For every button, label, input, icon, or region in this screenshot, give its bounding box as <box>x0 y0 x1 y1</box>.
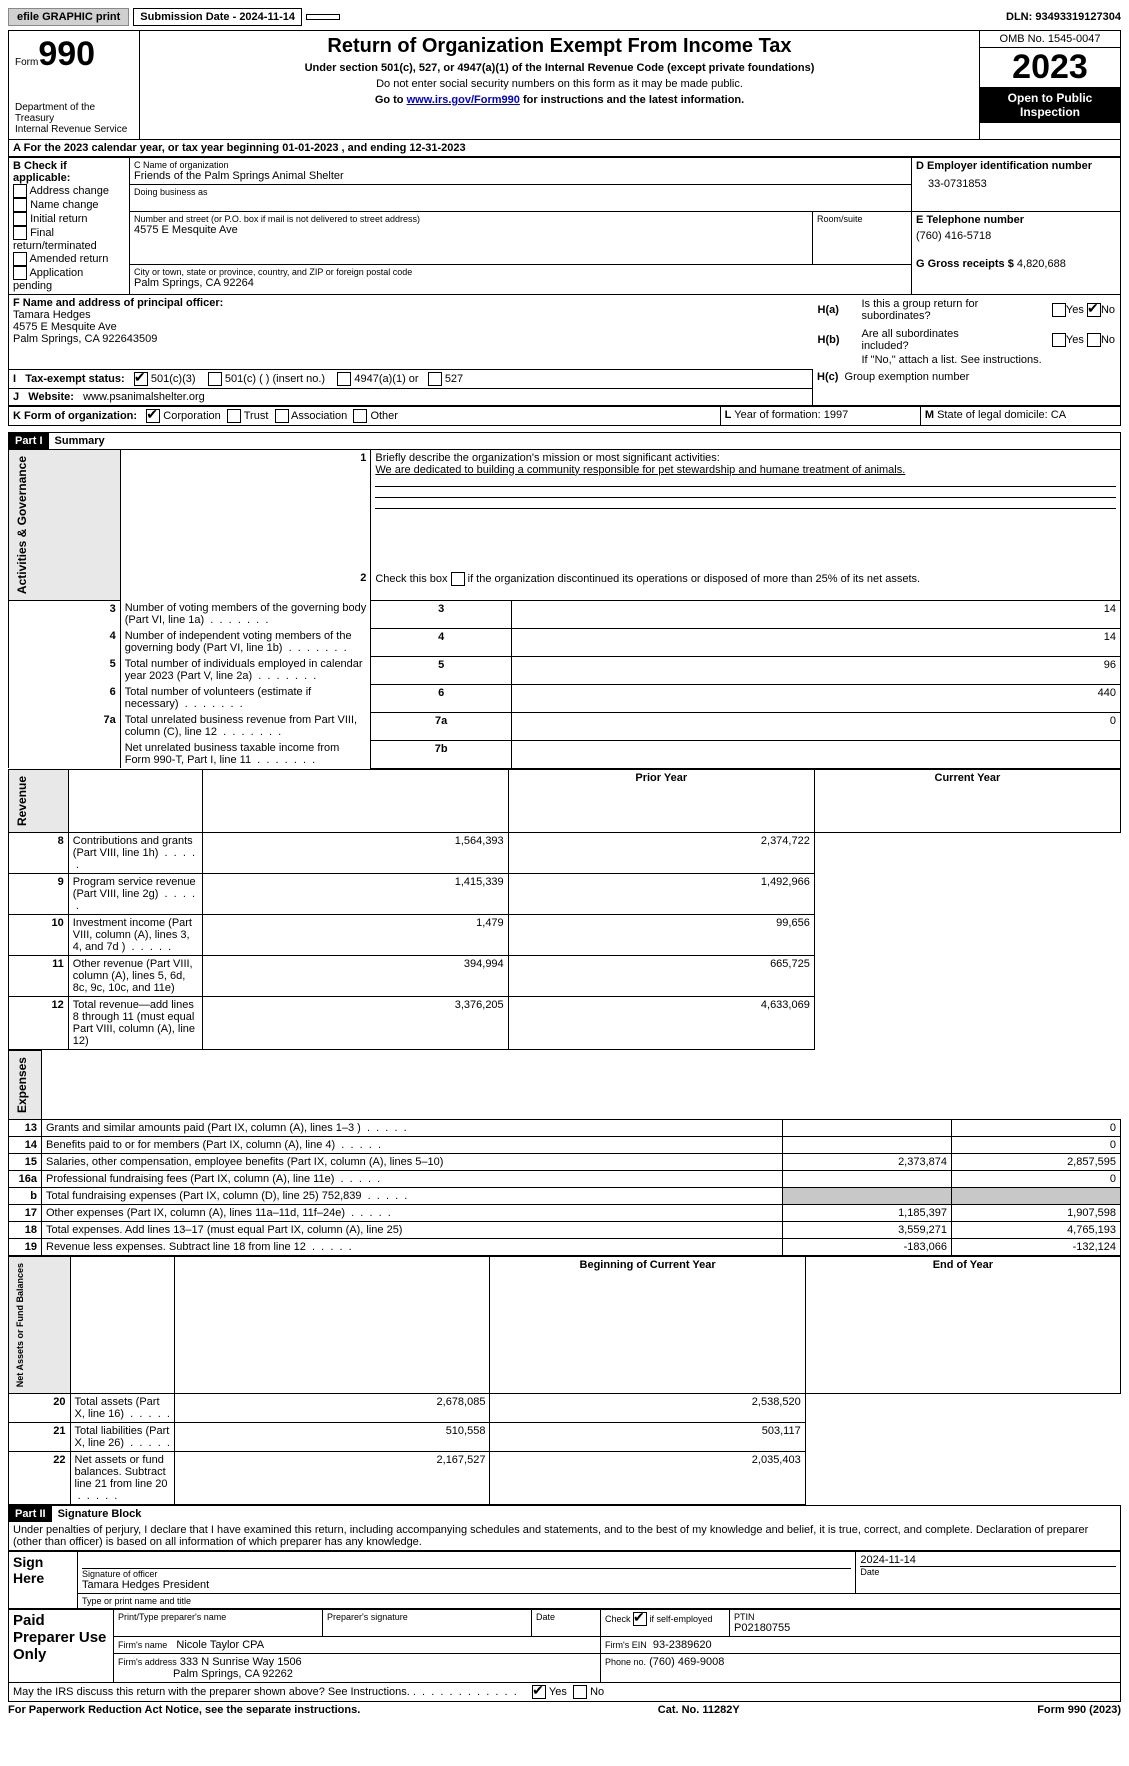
dept-treasury: Department of the Treasury <box>15 102 133 124</box>
ha-text: Is this a group return for subordinates? <box>861 297 1005 323</box>
street-label: Number and street (or P.O. box if mail i… <box>134 214 808 224</box>
b-opt[interactable]: Final return/terminated <box>13 226 125 252</box>
officer-block: F Name and address of principal officer:… <box>13 297 809 345</box>
org-name-label: C Name of organization <box>134 160 907 170</box>
klm-row: K Form of organization: Corporation Trus… <box>8 406 1121 426</box>
website: www.psanimalshelter.org <box>83 391 205 403</box>
b-opt[interactable]: Amended return <box>13 252 125 266</box>
subtitle-2: Do not enter social security numbers on … <box>146 78 973 90</box>
subtitle-3: Go to www.irs.gov/Form990 for instructio… <box>146 94 973 106</box>
prior-year-hdr: Prior Year <box>508 769 814 832</box>
submission-date: Submission Date - 2024-11-14 <box>133 8 302 26</box>
subtitle-1: Under section 501(c), 527, or 4947(a)(1)… <box>146 62 973 74</box>
firm-ein: 93-2389620 <box>653 1639 712 1651</box>
line-a: A For the 2023 calendar year, or tax yea… <box>8 140 1121 157</box>
b-opt[interactable]: Application pending <box>13 266 125 292</box>
info-grid: B Check if applicable: Address change Na… <box>8 157 1121 406</box>
vtab-governance: Activities & Governance <box>13 452 31 598</box>
boy-hdr: Beginning of Current Year <box>490 1256 805 1393</box>
city-label: City or town, state or province, country… <box>134 267 907 277</box>
gross-receipts: 4,820,688 <box>1017 258 1066 270</box>
sig-date-label: Date <box>860 1567 1116 1577</box>
form-number: 990 <box>38 35 95 73</box>
open-public: Open to Public Inspection <box>980 87 1120 123</box>
paid-preparer: Paid Preparer Use Only <box>9 1609 114 1682</box>
year-formation: 1997 <box>824 409 848 421</box>
line2: Check this box if the organization disco… <box>371 570 1121 600</box>
part1-header: Part ISummary <box>8 432 1121 449</box>
vtab-expenses: Expenses <box>13 1053 31 1117</box>
part1-exp: Expenses 13 Grants and similar amounts p… <box>8 1050 1121 1256</box>
part1-net: Net Assets or Fund Balances Beginning of… <box>8 1256 1121 1505</box>
blank-box <box>306 14 340 20</box>
firm-phone: (760) 469-9008 <box>649 1656 724 1668</box>
hc-text: Group exemption number <box>845 371 970 383</box>
perjury-declaration: Under penalties of perjury, I declare th… <box>8 1522 1121 1551</box>
type-name-label: Type or print name and title <box>78 1593 1121 1608</box>
tax-exempt: I Tax-exempt status: 501(c)(3) 501(c) ( … <box>9 369 813 388</box>
page-footer: For Paperwork Reduction Act Notice, see … <box>8 1704 1121 1716</box>
eoy-hdr: End of Year <box>805 1256 1120 1393</box>
ein: 33-0731853 <box>928 178 1116 190</box>
ha-yesno[interactable]: Yes No <box>1004 297 1116 323</box>
sig-date: 2024-11-14 <box>860 1554 1116 1567</box>
firm-addr2: Palm Springs, CA 92262 <box>173 1668 293 1680</box>
current-year-hdr: Current Year <box>814 769 1120 832</box>
org-name: Friends of the Palm Springs Animal Shelt… <box>134 170 907 182</box>
ein-label: D Employer identification number <box>916 160 1116 172</box>
phone: (760) 416-5718 <box>916 230 1116 242</box>
sign-here: Sign Here <box>9 1551 78 1608</box>
city: Palm Springs, CA 92264 <box>134 277 907 289</box>
dln: DLN: 93493319127304 <box>1006 11 1121 23</box>
part2-header: Part IISignature Block <box>8 1505 1121 1522</box>
top-bar: efile GRAPHIC print Submission Date - 20… <box>8 8 1121 26</box>
form-title: Return of Organization Exempt From Incom… <box>146 35 973 58</box>
hb-yesno[interactable]: Yes No <box>1004 327 1116 353</box>
vtab-netassets: Net Assets or Fund Balances <box>13 1259 27 1391</box>
tax-year: 2023 <box>980 48 1120 87</box>
omb-number: OMB No. 1545-0047 <box>980 31 1120 48</box>
hb-text: Are all subordinates included? <box>861 327 1005 353</box>
section-b-label: B Check if applicable: <box>13 160 125 184</box>
form-word: Form <box>15 57 38 68</box>
hb-note: If "No," attach a list. See instructions… <box>861 353 1117 367</box>
efile-button[interactable]: efile GRAPHIC print <box>8 8 129 26</box>
sign-here-block: Sign Here Signature of officer Tamara He… <box>8 1551 1121 1609</box>
form-header: Form990 Department of the Treasury Inter… <box>8 30 1121 140</box>
b-opt[interactable]: Address change <box>13 184 125 198</box>
sig-officer-label: Signature of officer <box>82 1569 851 1579</box>
phone-label: E Telephone number <box>916 214 1116 226</box>
part1-gov: Activities & Governance 1 Briefly descri… <box>8 449 1121 769</box>
state-domicile: CA <box>1051 409 1066 421</box>
ptin: P02180755 <box>734 1622 1116 1634</box>
vtab-revenue: Revenue <box>13 772 31 830</box>
mission-text: We are dedicated to building a community… <box>375 464 905 476</box>
officer-name: Tamara Hedges President <box>82 1579 851 1591</box>
dept-irs: Internal Revenue Service <box>15 124 133 135</box>
irs-link[interactable]: www.irs.gov/Form990 <box>407 94 520 106</box>
street: 4575 E Mesquite Ave <box>134 224 808 236</box>
room-label: Room/suite <box>817 214 907 224</box>
b-opt[interactable]: Name change <box>13 198 125 212</box>
paid-preparer-block: Paid Preparer Use Only Print/Type prepar… <box>8 1609 1121 1683</box>
firm-addr1: 333 N Sunrise Way 1506 <box>180 1656 302 1668</box>
discuss-row: May the IRS discuss this return with the… <box>9 1683 1121 1702</box>
gross-label: G Gross receipts $ <box>916 258 1014 270</box>
firm-name: Nicole Taylor CPA <box>176 1639 264 1651</box>
dba-label: Doing business as <box>134 187 907 197</box>
b-opt[interactable]: Initial return <box>13 212 125 226</box>
website-label: Website: <box>28 391 74 403</box>
part1-rev: Revenue Prior Year Current Year 8 Contri… <box>8 769 1121 1050</box>
mission-label: Briefly describe the organization's miss… <box>375 452 719 464</box>
